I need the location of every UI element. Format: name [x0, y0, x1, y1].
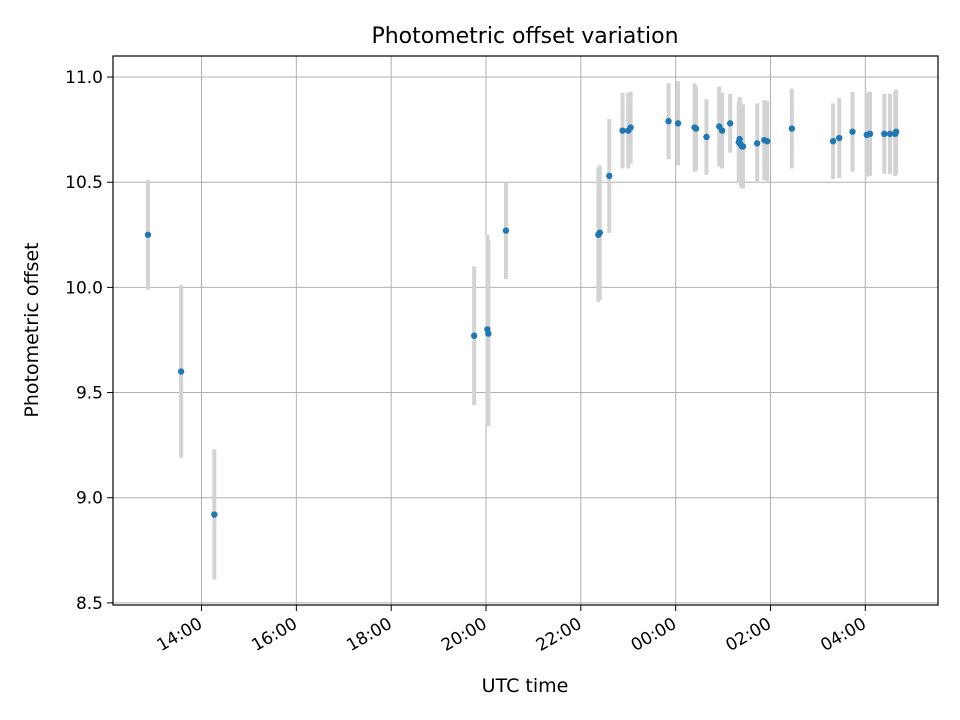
y-axis-ticks: 8.5 9.0 9.5 10.0 10.5 11.0: [65, 68, 113, 614]
y-tick-label: 10.0: [65, 278, 103, 298]
data-point: [739, 143, 747, 150]
data-point: [177, 368, 185, 375]
data-point: [836, 134, 843, 142]
data-points: [144, 118, 900, 518]
data-point: [754, 140, 761, 147]
data-point: [596, 229, 603, 236]
x-tick-label: 14:00: [154, 614, 206, 656]
data-point: [144, 231, 152, 238]
error-bars: [145, 81, 899, 580]
grid: [113, 56, 938, 605]
x-tick-label: 00:00: [628, 614, 680, 656]
x-tick-label: 22:00: [533, 614, 585, 656]
data-point: [829, 137, 837, 145]
x-tick-label: 16:00: [248, 614, 300, 656]
x-tick-label: 20:00: [438, 614, 490, 656]
data-point: [502, 227, 510, 234]
data-point: [788, 125, 796, 132]
data-point: [886, 130, 894, 138]
y-tick-label: 9.0: [76, 489, 103, 509]
x-tick-label: 02:00: [723, 614, 775, 656]
data-point: [627, 124, 634, 131]
plot-frame: [112, 55, 939, 606]
data-point: [718, 127, 726, 134]
data-point: [881, 130, 888, 138]
x-tick-label: 04:00: [817, 614, 869, 656]
data-point: [866, 130, 874, 138]
data-point: [692, 125, 700, 132]
y-axis-label: Photometric offset: [21, 242, 43, 417]
y-tick-label: 11.0: [65, 68, 103, 88]
y-tick-label: 8.5: [76, 594, 103, 614]
x-axis-ticks: 14:00 16:00 18:00 20:00 22:00 00:00 02:00 04:00: [154, 605, 870, 656]
data-point: [211, 511, 218, 518]
data-point: [849, 128, 856, 135]
data-point: [619, 127, 626, 134]
data-point: [763, 137, 771, 145]
data-point: [665, 118, 672, 125]
data-point: [606, 172, 613, 180]
y-tick-label: 9.5: [76, 384, 103, 404]
y-tick-label: 10.5: [65, 173, 103, 193]
data-point: [485, 330, 492, 337]
x-axis-label: UTC time: [482, 675, 569, 697]
data-point: [703, 133, 710, 141]
data-point: [674, 120, 682, 127]
data-point: [470, 332, 478, 339]
data-point: [726, 120, 734, 127]
x-tick-label: 18:00: [343, 614, 395, 656]
data-point: [892, 128, 900, 135]
chart-title: Photometric offset variation: [371, 24, 678, 49]
data-point: [736, 135, 743, 143]
